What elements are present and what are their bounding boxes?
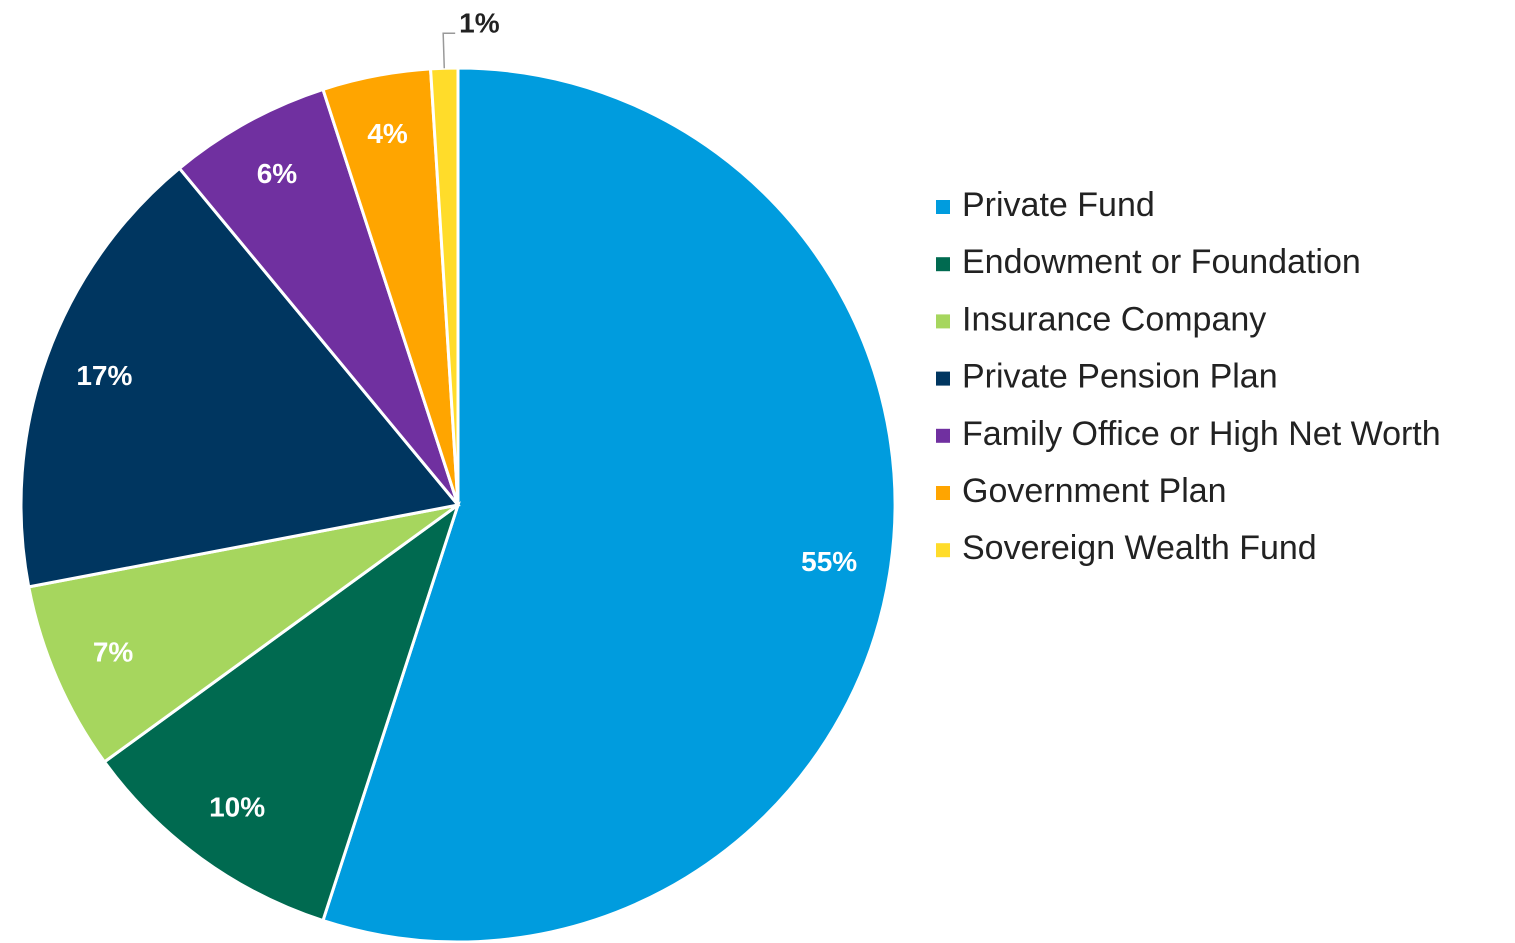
legend-label: Sovereign Wealth Fund xyxy=(962,529,1317,567)
pie-slice xyxy=(19,166,461,589)
data-label: 6% xyxy=(257,158,298,189)
data-label: 4% xyxy=(367,118,408,149)
leader-line xyxy=(442,32,456,69)
pie-slice xyxy=(321,66,897,943)
pie-slice xyxy=(177,87,460,506)
data-label: 55% xyxy=(801,546,857,577)
legend-swatch xyxy=(936,200,950,214)
pie-slice xyxy=(102,501,461,923)
data-label: 7% xyxy=(93,637,134,668)
legend-swatch xyxy=(936,543,950,558)
legend-label: Insurance Company xyxy=(962,300,1266,338)
legend-label: Endowment or Foundation xyxy=(962,243,1361,281)
legend-label: Government Plan xyxy=(962,472,1227,510)
legend-swatch xyxy=(936,257,950,272)
legend-swatch xyxy=(936,486,950,500)
data-label: 10% xyxy=(209,791,265,822)
legend-label: Family Office or High Net Worth xyxy=(962,415,1441,453)
pie-slice xyxy=(428,66,460,506)
data-label: 1% xyxy=(459,8,500,39)
legend-label: Private Pension Plan xyxy=(962,358,1278,396)
pie-slice xyxy=(26,503,459,764)
legend-swatch xyxy=(936,428,950,443)
data-label: 17% xyxy=(76,360,132,391)
legend-label: Private Fund xyxy=(962,186,1155,224)
legend-swatch xyxy=(936,314,950,329)
legend-swatch xyxy=(936,371,950,386)
